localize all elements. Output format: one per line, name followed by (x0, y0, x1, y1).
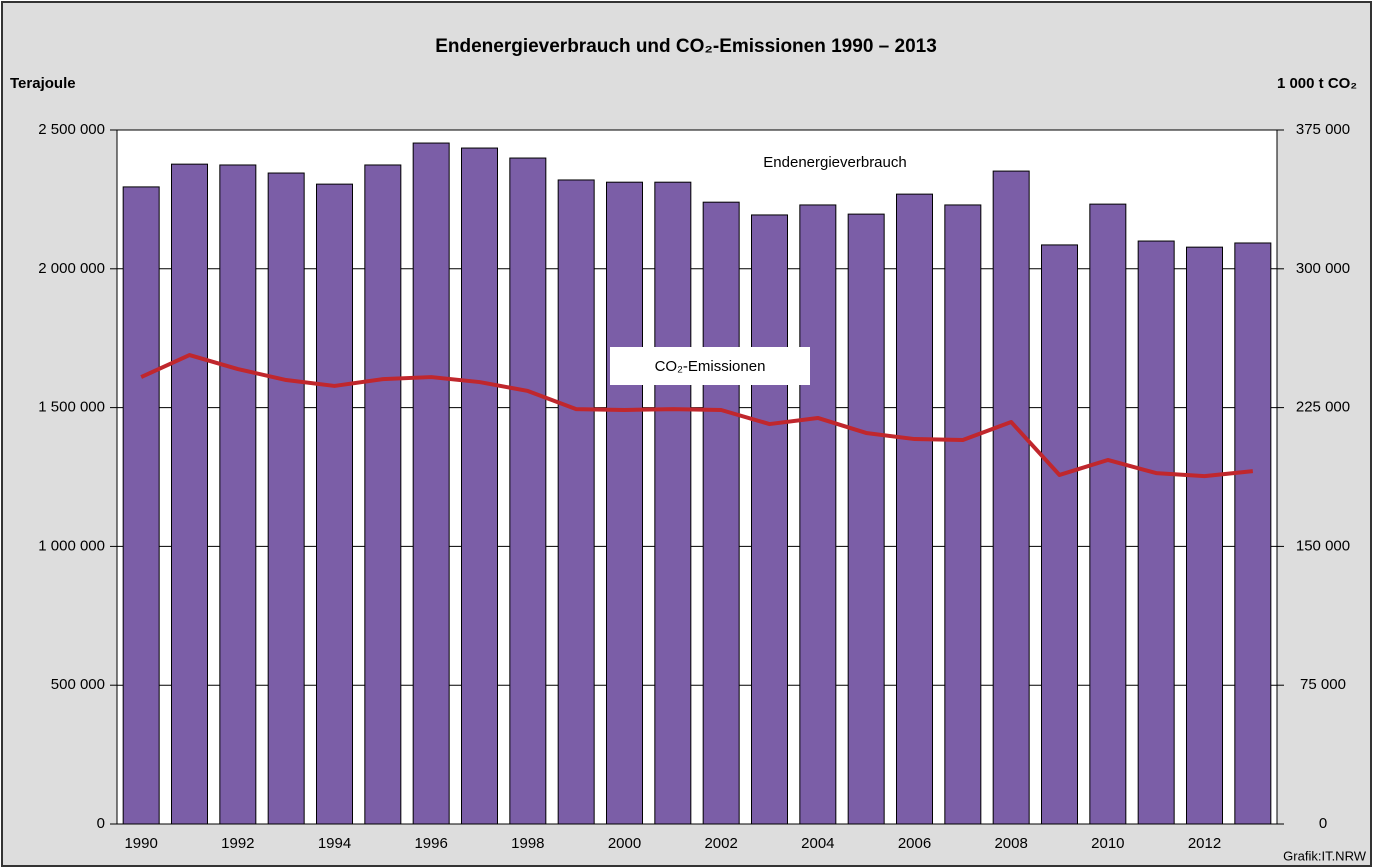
x-tick-label: 1994 (318, 835, 351, 852)
x-tick-label: 2010 (1091, 835, 1124, 852)
x-tick-label: 1996 (414, 835, 447, 852)
bar (122, 186, 160, 825)
series-label: CO₂-Emissionen (655, 358, 766, 375)
bar (171, 163, 208, 825)
bar (992, 170, 1030, 825)
bar (944, 204, 982, 825)
bar (896, 193, 933, 825)
bar (847, 213, 885, 825)
bar (509, 157, 547, 825)
bar (1137, 240, 1175, 825)
chart-title: Endenergieverbrauch und CO₂-Emissionen 1… (435, 36, 937, 57)
bar (364, 164, 402, 825)
bar (316, 183, 353, 825)
y-tick-label: 0 (97, 815, 105, 832)
y2-tick-label: 150 000 (1296, 537, 1350, 554)
bar (461, 147, 498, 825)
y2-tick-label: 75 000 (1300, 676, 1346, 693)
bar (267, 172, 305, 825)
bar (219, 164, 257, 825)
y-tick-label: 1 500 000 (38, 399, 105, 416)
bar (412, 142, 450, 825)
x-tick-label: 2012 (1188, 835, 1221, 852)
bar (1234, 242, 1272, 825)
y2-tick-label: 375 000 (1296, 121, 1350, 138)
bar (799, 204, 837, 825)
y-axis-label: Terajoule (10, 75, 76, 92)
y-tick-label: 1 000 000 (38, 537, 105, 554)
source: Grafik:IT.NRW (1283, 848, 1367, 863)
x-tick-label: 2000 (608, 835, 641, 852)
bar (1186, 246, 1223, 825)
plot-area (117, 130, 1277, 824)
x-tick-label: 2004 (801, 835, 834, 852)
bar (557, 179, 595, 825)
x-tick-label: 2008 (994, 835, 1027, 852)
line (140, 353, 1254, 479)
bar (751, 214, 788, 825)
y2-axis-label: 1 000 t CO₂ (1277, 75, 1357, 92)
bar (606, 181, 643, 825)
bar (1041, 244, 1078, 825)
bar (702, 201, 740, 825)
x-tick-label: 1992 (221, 835, 254, 852)
x-tick-label: 2002 (704, 835, 737, 852)
series-label: Endenergieverbrauch (763, 154, 906, 171)
series-label-box (610, 347, 810, 385)
bar (654, 181, 692, 825)
y2-tick-label: 0 (1319, 815, 1327, 832)
x-tick-label: 1998 (511, 835, 544, 852)
y2-tick-label: 225 000 (1296, 399, 1350, 416)
x-tick-label: 2006 (898, 835, 931, 852)
bar (1089, 203, 1127, 825)
x-tick-label: 1990 (124, 835, 157, 852)
y-tick-label: 500 000 (51, 676, 105, 693)
y-tick-label: 2 500 000 (38, 121, 105, 138)
y2-tick-label: 300 000 (1296, 260, 1350, 277)
y-tick-label: 2 000 000 (38, 260, 105, 277)
